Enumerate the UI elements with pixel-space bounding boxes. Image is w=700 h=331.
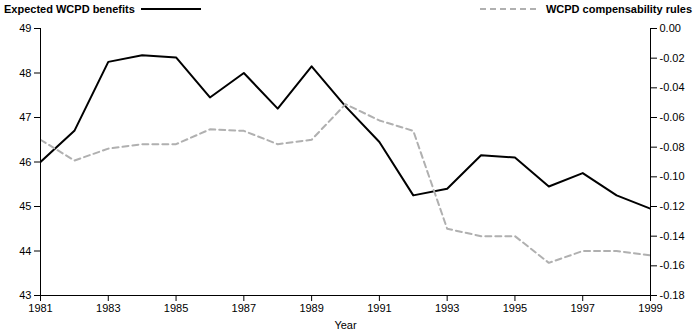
svg-text:-0.16: -0.16 [660,259,685,271]
svg-text:-0.08: -0.08 [660,141,685,153]
svg-text:-0.14: -0.14 [660,230,685,242]
svg-text:-0.18: -0.18 [660,289,685,301]
svg-text:-0.10: -0.10 [660,170,685,182]
html-text:Expected WCPD benefits: Expected WCPD benefits [4,3,135,15]
svg-text:45: 45 [19,200,31,212]
svg-text:1999: 1999 [638,302,662,314]
svg-text:1983: 1983 [96,302,120,314]
svg-text:48: 48 [19,67,31,79]
svg-text:Year: Year [334,319,357,331]
svg-text:1991: 1991 [367,302,391,314]
svg-text:44: 44 [19,245,31,257]
svg-text:0.00: 0.00 [660,22,681,34]
html-text:WCPD compensability rules: WCPD compensability rules [545,3,692,15]
svg-text:-0.06: -0.06 [660,111,685,123]
svg-text:1993: 1993 [435,302,459,314]
svg-text:46: 46 [19,156,31,168]
svg-text:1989: 1989 [299,302,323,314]
svg-text:-0.02: -0.02 [660,52,685,64]
svg-text:1987: 1987 [232,302,256,314]
svg-text:-0.12: -0.12 [660,200,685,212]
svg-text:43: 43 [19,289,31,301]
svg-text:1997: 1997 [570,302,594,314]
svg-text:-0.04: -0.04 [660,81,685,93]
svg-text:1995: 1995 [503,302,527,314]
svg-text:47: 47 [19,111,31,123]
svg-text:1985: 1985 [164,302,188,314]
svg-text:49: 49 [19,22,31,34]
svg-text:1981: 1981 [28,302,52,314]
